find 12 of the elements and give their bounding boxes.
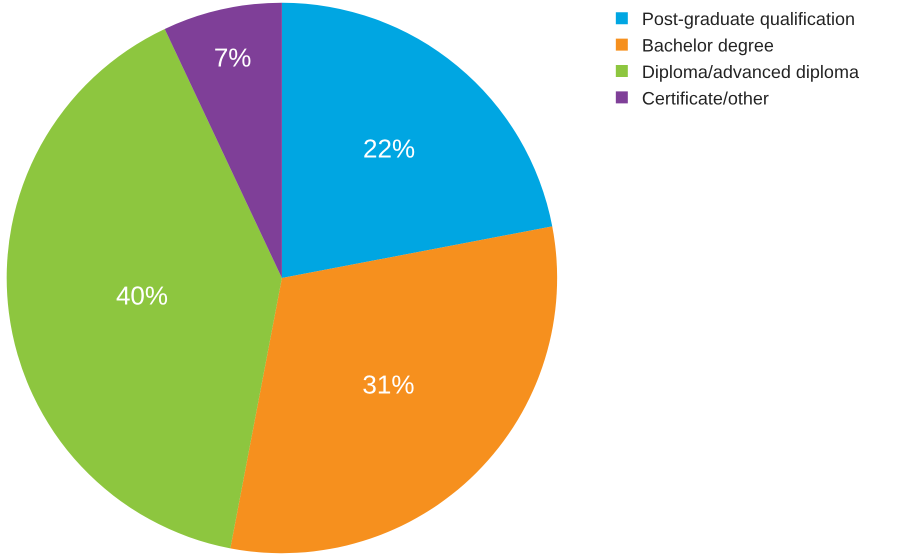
data-label: 7%: [214, 42, 252, 73]
legend-label: Post-graduate qualification: [642, 9, 855, 30]
pie-slice: [230, 226, 557, 553]
legend-label: Certificate/other: [642, 88, 769, 108]
pie-slice: [282, 2, 552, 278]
pie-slice: [6, 28, 282, 548]
data-label: 31%: [362, 370, 414, 400]
legend-label: Diploma/advanced diploma: [642, 62, 860, 82]
data-label: 40%: [116, 280, 168, 311]
data-label: 22%: [363, 133, 416, 164]
legend-label: Bachelor degree: [642, 36, 774, 56]
pie-slice: [164, 2, 282, 278]
